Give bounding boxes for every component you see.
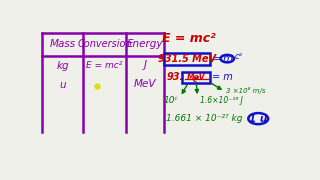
Text: J: J <box>143 60 147 70</box>
Text: 10ᶜ: 10ᶜ <box>164 96 179 105</box>
Text: MeV: MeV <box>134 79 156 89</box>
Text: u: u <box>60 80 66 90</box>
Text: 931.5: 931.5 <box>166 72 197 82</box>
Text: kg: kg <box>57 61 69 71</box>
Text: 1.6×10⁻¹⁹ J: 1.6×10⁻¹⁹ J <box>200 96 243 105</box>
Text: m: m <box>222 54 232 64</box>
FancyBboxPatch shape <box>182 72 210 83</box>
Text: 1 u: 1 u <box>249 114 268 124</box>
Text: E = mc²: E = mc² <box>162 32 216 45</box>
Text: Mass: Mass <box>50 39 76 50</box>
Text: Energy: Energy <box>127 39 163 50</box>
Text: c²: c² <box>192 77 200 83</box>
Text: 3 ×10⁸ m/s: 3 ×10⁸ m/s <box>226 87 265 94</box>
Text: 931.5 MeV: 931.5 MeV <box>158 54 216 64</box>
Text: = m: = m <box>212 72 233 82</box>
FancyBboxPatch shape <box>164 53 210 65</box>
Text: 1.661 × 10⁻²⁷ kg: 1.661 × 10⁻²⁷ kg <box>166 114 243 123</box>
Text: =: = <box>212 54 221 64</box>
Text: E = mc²: E = mc² <box>86 61 123 70</box>
Text: c²: c² <box>235 52 243 61</box>
Text: Conversion: Conversion <box>77 39 132 50</box>
Text: MeV: MeV <box>187 73 205 82</box>
